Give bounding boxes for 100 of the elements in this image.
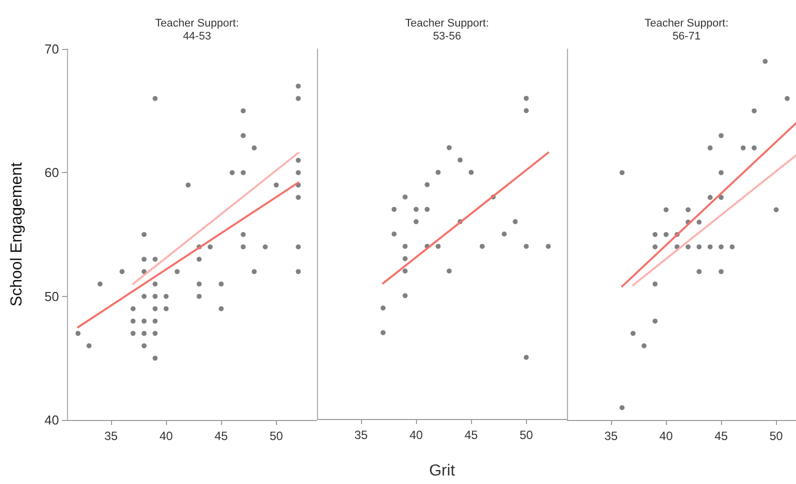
point [152,256,158,262]
point [546,244,551,249]
point [502,232,507,236]
x-tick-label: 45 [464,428,478,442]
x-tick-label: 35 [104,429,118,443]
point [262,244,268,250]
point [152,356,158,361]
point [414,219,419,224]
point [196,281,202,286]
point [718,170,724,176]
point [230,170,235,176]
point [740,145,746,150]
point [524,108,529,114]
point [152,294,158,299]
chart-title: Teacher Support: 53-56 [405,18,489,42]
point [98,281,103,286]
point [208,244,213,250]
point [424,182,430,188]
point [252,269,257,274]
point [218,306,224,312]
y-tick-label: 60 [44,165,59,180]
x-tick-label: 50 [520,428,534,442]
point [664,232,669,237]
point [152,318,158,324]
point [296,170,301,176]
point [296,96,301,101]
point [130,306,136,312]
point [164,294,169,299]
point [252,145,257,150]
point [468,170,474,175]
point [120,269,125,274]
point [708,145,713,150]
y-tick-label: 50 [44,288,59,304]
point [240,170,246,176]
point [380,306,386,310]
point [524,96,529,101]
x-axis-title: Grit [429,462,456,480]
point [274,182,279,188]
point [240,133,246,138]
point [458,158,463,162]
point [196,256,202,262]
point [414,206,419,212]
point [524,354,529,360]
point [436,244,441,249]
point [784,96,790,101]
chart-title: Teacher Support: 56-71 [644,18,728,42]
point [152,306,158,312]
point [240,108,246,114]
point [86,343,92,348]
point [642,343,647,348]
point [130,330,136,336]
point [164,306,169,312]
point [174,269,180,274]
point [296,244,301,250]
x-tick-label: 50 [770,429,784,443]
point [696,220,702,225]
point [686,244,691,250]
point [730,244,735,250]
point [296,269,301,274]
x-tick-label: 35 [354,428,368,442]
point [718,244,724,250]
point [708,244,713,250]
point [774,207,779,212]
point [142,318,147,324]
point [402,268,408,274]
point [752,145,757,150]
point [380,330,386,336]
point [142,269,147,274]
point [130,318,136,324]
point [142,343,147,348]
point [392,232,397,236]
chart-title: Teacher Support: 44-53 [155,18,239,42]
point [152,281,158,286]
point [142,294,147,299]
point [402,244,408,249]
y-tick-label: 70 [44,42,59,56]
x-tick-label: 40 [659,429,674,443]
point [402,293,408,298]
point [762,58,768,64]
point [142,330,147,336]
point [296,158,301,163]
point [76,330,81,336]
point [446,268,452,274]
point [392,206,397,212]
point [524,244,529,249]
point [152,330,158,336]
point [240,244,246,250]
point [424,206,430,212]
point [152,96,158,101]
point [652,244,658,250]
point [512,219,518,224]
point [240,232,246,237]
point [718,269,724,274]
x-tick-label: 40 [409,428,424,442]
point [446,145,452,150]
point [142,256,147,262]
point [218,281,224,286]
point [436,170,441,175]
point [752,108,757,114]
x-tick-label: 45 [714,429,728,443]
